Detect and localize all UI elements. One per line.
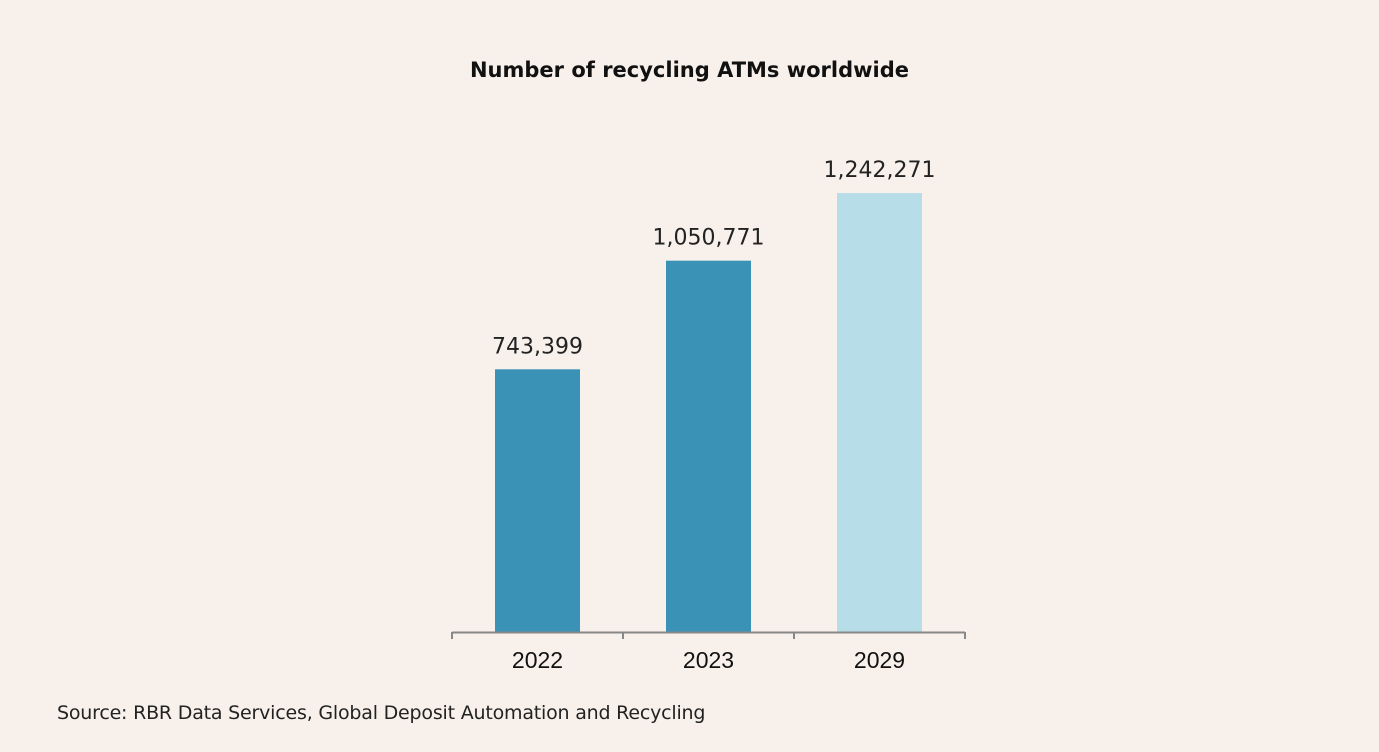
x-tick-label-2029: 2029 (854, 647, 905, 673)
bar-2029 (837, 193, 922, 632)
chart-title: Number of recycling ATMs worldwide (469, 58, 910, 82)
bar-2023 (666, 260, 751, 632)
data-label-2023: 1,050,771 (653, 226, 765, 251)
x-tick-label-2023: 2023 (683, 647, 734, 673)
x-tick-label-2022: 2022 (512, 647, 563, 673)
bar-2022 (495, 369, 580, 632)
data-label-2029: 1,242,271 (824, 158, 936, 183)
data-label-2022: 743,399 (492, 334, 583, 359)
source-note: Source: RBR Data Services, Global Deposi… (57, 702, 706, 724)
